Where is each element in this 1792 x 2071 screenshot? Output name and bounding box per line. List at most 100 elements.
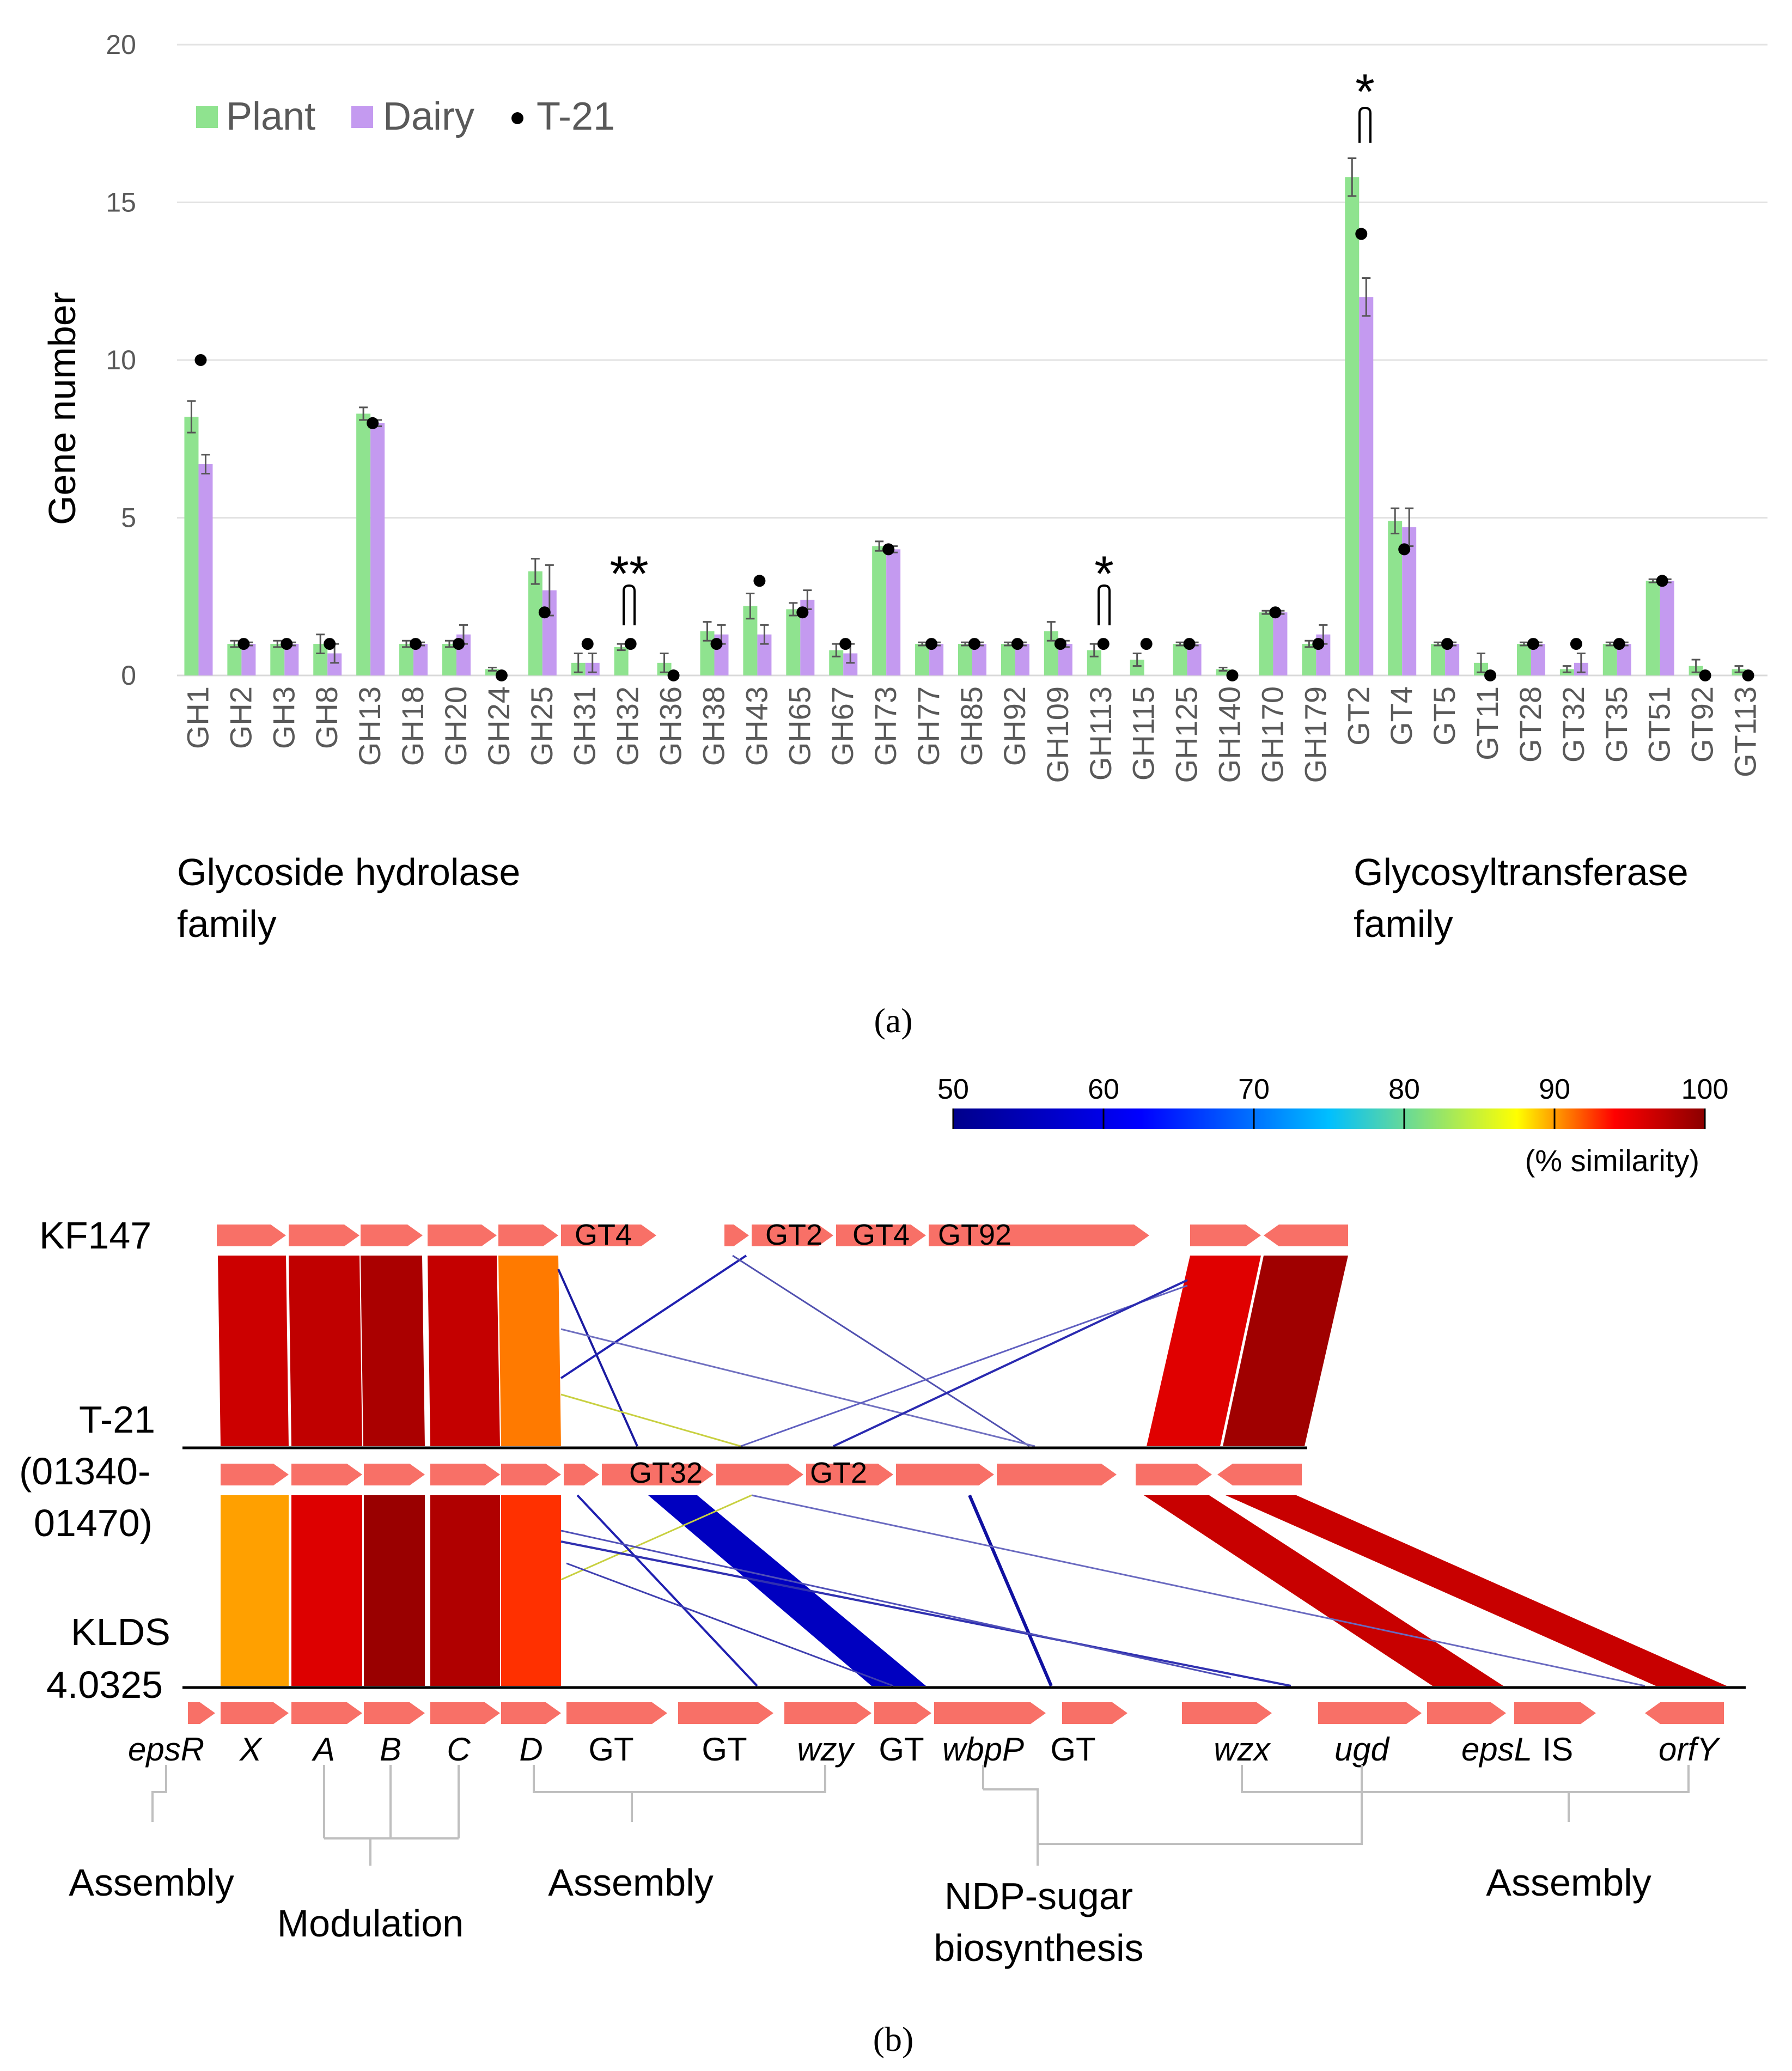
gene-arrow (1217, 1464, 1302, 1485)
kf147-label-gt92: GT92 (938, 1219, 1011, 1251)
bar-plant (1345, 177, 1360, 675)
kf147-label-gt2: GT2 (765, 1219, 822, 1251)
function-assembly-2: Assembly (548, 1861, 713, 1904)
x-tick-label: GH25 (525, 686, 559, 766)
x-tick-label: GH36 (654, 686, 688, 766)
point-t21 (1097, 638, 1110, 650)
panel-a-label: (a) (874, 1001, 912, 1040)
sig-gh113: * (1094, 546, 1114, 602)
gene-arrow (678, 1702, 773, 1724)
point-t21 (925, 638, 938, 650)
x-tick-label: GT35 (1599, 686, 1633, 763)
group-label-gt-line1: Glycosyltransferase (1354, 851, 1689, 893)
bracket-assembly-1 (151, 1765, 167, 1822)
point-t21 (1527, 638, 1539, 650)
legend-label-dairy: Dairy (383, 95, 474, 138)
point-t21 (1570, 638, 1582, 650)
gene-arrow (806, 1464, 893, 1485)
x-tick-label: GH3 (266, 686, 301, 749)
gene-arrow (364, 1464, 425, 1485)
x-tick-label: GT92 (1685, 686, 1720, 763)
colorbar-tick-label: 60 (1088, 1074, 1119, 1105)
track-name-klds-1: KLDS (71, 1611, 170, 1653)
point-t21 (1441, 638, 1454, 650)
gene-label: IS (1543, 1731, 1574, 1768)
gene-arrow (291, 1702, 362, 1724)
gene-arrow (1062, 1702, 1127, 1724)
y-tick-label: 10 (106, 345, 136, 375)
ribbon (560, 1254, 747, 1379)
gene-arrow (428, 1225, 497, 1246)
colorbar-tick-label: 100 (1681, 1074, 1729, 1105)
point-t21 (796, 606, 809, 619)
point-t21 (1183, 638, 1196, 650)
x-tick-label: GH24 (481, 686, 516, 766)
bar-plant (1602, 644, 1617, 675)
bar-plant (1645, 581, 1660, 675)
ribbon (428, 1256, 500, 1446)
ribbon (968, 1494, 1053, 1687)
point-t21 (882, 543, 895, 556)
ribbon (560, 1494, 752, 1581)
gene-arrow (1190, 1225, 1261, 1246)
bar-plant (915, 644, 930, 675)
bar-plant (1431, 644, 1446, 675)
kf147-label-gt4b: GT4 (852, 1219, 910, 1251)
point-t21 (1484, 669, 1497, 681)
ribbon (1226, 1495, 1727, 1686)
x-tick-label: GH115 (1126, 686, 1161, 781)
ribbon (430, 1495, 500, 1686)
sig-gh32: ** (609, 546, 649, 602)
point-t21 (1613, 638, 1625, 650)
point-t21 (968, 638, 980, 650)
colorbar-tick-label: 90 (1539, 1074, 1570, 1105)
track-name-kf147: KF147 (39, 1214, 151, 1257)
gene-label: orfY (1659, 1731, 1721, 1768)
gene-arrow (430, 1464, 500, 1485)
point-t21 (1269, 606, 1282, 619)
gene-label: C (447, 1731, 471, 1768)
x-tick-label: GH77 (911, 686, 946, 766)
x-tick-label: GH67 (825, 686, 860, 766)
point-t21 (324, 638, 336, 650)
gene-label: epsR (128, 1731, 204, 1768)
gene-label: GT (879, 1731, 924, 1768)
legend: Plant Dairy T-21 (196, 95, 615, 138)
ribbon (218, 1256, 289, 1446)
bar-plant (485, 669, 499, 675)
gene-arrow (874, 1702, 931, 1724)
ribbon (289, 1256, 362, 1446)
point-t21 (1699, 669, 1711, 681)
panel-b: 50 60 70 80 90 100 (% similarity) (19, 1074, 1746, 2058)
bar-plant (442, 644, 456, 675)
gene-label: A (312, 1731, 335, 1768)
gene-label: ugd (1334, 1731, 1390, 1768)
bar-dairy (1660, 581, 1674, 675)
point-t21 (624, 638, 637, 650)
gene-label: GT (702, 1731, 747, 1768)
x-tick-label: GT51 (1642, 686, 1677, 763)
track-names: KF147 T-21 (01340- 01470) KLDS 4.0325 (19, 1214, 170, 1706)
ribbon (560, 1540, 1291, 1687)
gene-label: D (519, 1731, 543, 1768)
x-tick-label: GH85 (954, 686, 989, 766)
x-tick-label: GH140 (1212, 686, 1247, 783)
gridlines (177, 44, 1767, 677)
gene-arrow (289, 1225, 359, 1246)
ribbon (364, 1495, 425, 1686)
gene-arrow (752, 1225, 833, 1246)
gene-arrow (217, 1225, 286, 1246)
gene-label: wzx (1214, 1731, 1271, 1768)
t21-label-gt32: GT32 (629, 1457, 703, 1489)
x-tick-label: GH109 (1040, 686, 1075, 783)
bar-plant (1259, 612, 1273, 675)
group-labels: Glycoside hydrolase family Glycosyltrans… (177, 851, 1689, 945)
bar-dairy (1359, 297, 1374, 675)
gene-arrow (896, 1464, 994, 1485)
x-tick-label: GH1 (180, 686, 215, 749)
legend-marker-t21 (511, 112, 523, 124)
bar-plant (528, 571, 543, 675)
track-name-t21-2: (01340- (19, 1450, 150, 1493)
gene-arrow (1514, 1702, 1596, 1724)
